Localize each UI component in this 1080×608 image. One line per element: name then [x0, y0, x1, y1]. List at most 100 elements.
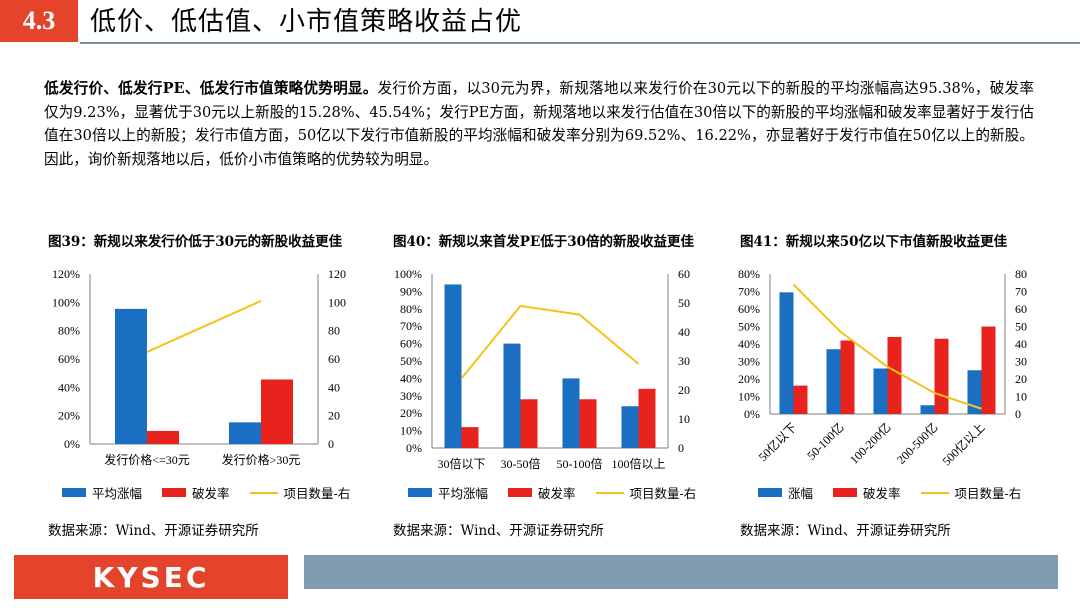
y-left-tick-label: 80% — [738, 267, 760, 281]
y-left-tick-label: 40% — [58, 380, 80, 394]
title-divider — [80, 42, 1080, 44]
y-right-tick-label: 80 — [328, 324, 340, 338]
footer-logo-bar — [14, 555, 288, 599]
figure-40-title: 图40：新规以来首发PE低于30倍的新股收益更佳 — [393, 234, 695, 250]
legend-item: 项目数量-右 — [920, 483, 1022, 502]
y-right-tick-label: 0 — [678, 441, 684, 455]
y-left-tick-label: 70% — [400, 319, 422, 333]
y-right-tick-label: 80 — [1015, 267, 1027, 281]
y-left-tick-label: 80% — [400, 302, 422, 316]
legend-swatch-red — [833, 488, 858, 497]
legend-swatch-red — [508, 488, 533, 497]
legend-label: 平均涨幅 — [92, 486, 143, 501]
y-right-tick-label: 0 — [328, 437, 334, 451]
y-right-tick-label: 50 — [678, 296, 690, 310]
y-left-tick-label: 100% — [394, 267, 422, 281]
y-left-tick-label: 60% — [400, 337, 422, 351]
legend-label: 项目数量-右 — [283, 486, 351, 501]
chart-40-legend: 平均涨幅 破发率 项目数量-右 — [408, 483, 716, 502]
y-left-tick-label: 120% — [52, 267, 80, 281]
legend-item: 平均涨幅 — [62, 483, 142, 502]
x-tick-label: 50-100亿 — [803, 420, 846, 463]
line-project-count — [460, 304, 640, 380]
legend-swatch-blue — [408, 488, 432, 497]
y-left-tick-label: 10% — [738, 390, 760, 404]
legend-swatch-blue — [758, 488, 782, 497]
y-left-tick-label: 30% — [400, 389, 422, 403]
legend-swatch-blue — [62, 488, 86, 497]
y-left-tick-label: 50% — [738, 320, 760, 334]
y-left-tick-label: 0% — [406, 441, 422, 455]
y-left-tick-label: 60% — [738, 302, 760, 316]
bar-return — [967, 370, 982, 414]
bar-return — [826, 349, 841, 414]
y-right-tick-label: 10 — [678, 412, 690, 426]
bar-break-rate — [934, 338, 949, 414]
intro-bold: 低发行价、低发行PE、低发行市值策略优势明显。 — [44, 80, 378, 97]
legend-line-yellow — [249, 491, 278, 494]
bar-return — [621, 406, 639, 448]
y-left-tick-label: 60% — [58, 352, 80, 366]
bar-break-rate — [887, 337, 902, 414]
y-right-tick-label: 40 — [1015, 337, 1027, 351]
bar-break-rate — [261, 379, 293, 444]
bar-break-rate — [981, 326, 996, 414]
line-project-count — [792, 283, 982, 410]
chart-39-source: 数据来源：Wind、开源证券研究所 — [48, 523, 259, 539]
x-tick-label: 500亿以上 — [939, 420, 988, 469]
legend-label: 项目数量-右 — [954, 486, 1022, 501]
y-left-tick-label: 40% — [738, 337, 760, 351]
figure-39-title: 图39：新规以来发行价低于30元的新股收益更佳 — [48, 234, 343, 250]
x-tick-label: 发行价格<=30元 — [104, 452, 190, 467]
x-tick-label: 50亿以下 — [755, 420, 800, 465]
x-tick-label: 发行价格>30元 — [222, 452, 301, 467]
legend-item: 平均涨幅 — [408, 483, 488, 502]
bar-break-rate — [579, 399, 597, 448]
y-right-tick-label: 60 — [1015, 302, 1027, 316]
chart-40: 0% 10% 20% 30% 40% 50% 60% 70% 80% 90% 100% 0 10 20 30… — [394, 267, 690, 471]
bar-break-rate — [840, 340, 855, 414]
line-project-count — [146, 300, 262, 353]
bar-return — [115, 308, 147, 444]
bar-return — [873, 368, 888, 414]
legend-item: 破发率 — [833, 483, 901, 502]
legend-label: 涨幅 — [788, 486, 814, 501]
legend-item: 项目数量-右 — [249, 483, 351, 502]
x-tick-label: 100倍以上 — [611, 456, 665, 471]
x-tick-label: 200-500亿 — [893, 420, 940, 467]
legend-line-yellow — [595, 491, 624, 494]
legend-label: 破发率 — [192, 486, 230, 501]
y-right-tick-label: 60 — [678, 267, 690, 281]
figure-41-title: 图41：新规以来50亿以下市值新股收益更佳 — [740, 234, 1008, 250]
y-right-tick-label: 20 — [1015, 372, 1027, 386]
x-tick-label: 50-100倍 — [557, 456, 603, 471]
legend-item: 涨幅 — [758, 483, 813, 502]
y-right-tick-label: 0 — [1015, 407, 1021, 421]
bar-break-rate — [461, 427, 479, 448]
legend-label: 破发率 — [538, 486, 576, 501]
y-right-tick-label: 70 — [1015, 285, 1027, 299]
page-title: 低价、低估值、小市值策略收益占优 — [90, 7, 523, 37]
y-left-tick-label: 20% — [400, 406, 422, 420]
x-tick-label: 30倍以下 — [437, 456, 485, 471]
y-left-tick-label: 30% — [738, 355, 760, 369]
y-right-tick-label: 120 — [328, 267, 346, 281]
footer-bar — [304, 555, 1058, 589]
x-tick-label: 100-200亿 — [846, 420, 893, 467]
legend-label: 破发率 — [863, 486, 901, 501]
y-right-tick-label: 40 — [678, 325, 690, 339]
y-left-tick-label: 0% — [64, 437, 80, 451]
chart-40-source: 数据来源：Wind、开源证券研究所 — [393, 523, 604, 539]
legend-line-yellow — [920, 491, 949, 494]
intro-paragraph: 低发行价、低发行PE、低发行市值策略优势明显。发行价方面，以30元为界，新规落地… — [44, 77, 1034, 171]
y-right-tick-label: 20 — [678, 383, 690, 397]
y-left-tick-label: 80% — [58, 324, 80, 338]
y-left-tick-label: 90% — [400, 284, 422, 298]
legend-label: 项目数量-右 — [629, 486, 697, 501]
y-left-tick-label: 50% — [400, 354, 422, 368]
y-left-tick-label: 20% — [58, 409, 80, 423]
bar-return — [562, 378, 580, 448]
y-left-tick-label: 100% — [52, 295, 80, 309]
y-right-tick-label: 100 — [328, 295, 346, 309]
y-left-tick-label: 10% — [400, 424, 422, 438]
